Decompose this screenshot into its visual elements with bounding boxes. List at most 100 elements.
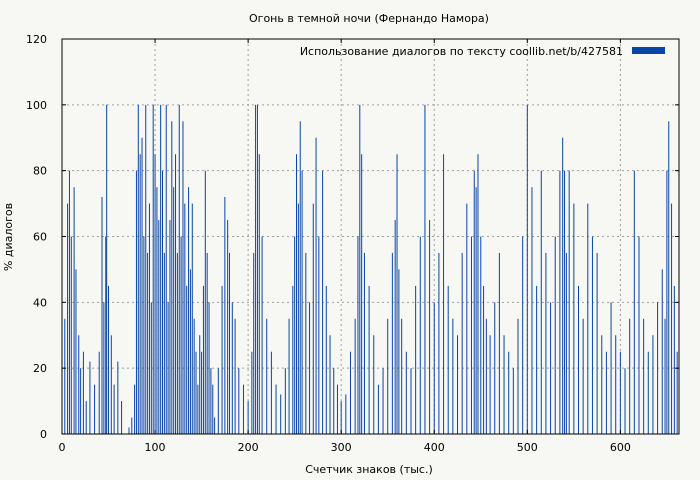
bar [258, 154, 260, 435]
bar [184, 203, 186, 434]
bar [206, 252, 208, 434]
x-tick-label: 100 [145, 441, 166, 454]
bar [231, 302, 233, 434]
plot-frame [61, 38, 680, 435]
bar [275, 384, 277, 434]
bar [89, 361, 91, 434]
y-tick-label: 60 [33, 231, 47, 244]
bar [573, 203, 575, 434]
bar [182, 121, 184, 435]
bar [145, 104, 147, 434]
bar [322, 170, 324, 434]
bar [204, 170, 206, 434]
bar [568, 170, 570, 434]
bar [150, 302, 152, 434]
bar [94, 384, 96, 434]
x-tick-label: 0 [59, 441, 66, 454]
bar [193, 318, 195, 434]
bar [373, 335, 375, 434]
bar [105, 236, 107, 434]
bar [210, 368, 212, 434]
bar [301, 170, 303, 434]
bar [349, 351, 351, 434]
bar [564, 170, 566, 434]
bar [229, 252, 231, 434]
bar [266, 318, 268, 434]
bar [536, 285, 538, 434]
bar [163, 252, 165, 434]
bar [498, 252, 500, 434]
bar [652, 335, 654, 434]
bar [85, 401, 87, 434]
bar [329, 335, 331, 434]
bar [160, 104, 162, 434]
legend-label: Использование диалогов по тексту coollib… [300, 45, 623, 58]
bar [475, 187, 477, 434]
bar [78, 335, 80, 434]
bar [368, 285, 370, 434]
bar [591, 236, 593, 434]
bar [137, 104, 139, 434]
bar [299, 121, 301, 435]
bar [113, 384, 115, 434]
bar [208, 302, 210, 434]
bar [212, 384, 214, 434]
bar [550, 302, 552, 434]
bar [294, 236, 296, 434]
bar [615, 335, 617, 434]
bar [176, 252, 178, 434]
bar [224, 197, 226, 434]
bar [522, 236, 524, 434]
bar [143, 236, 145, 434]
bar [180, 236, 182, 434]
bar [410, 368, 412, 434]
bar [398, 269, 400, 434]
bar [668, 121, 670, 435]
bar [457, 335, 459, 434]
bar [169, 220, 171, 434]
y-tick-label: 120 [26, 33, 47, 46]
bar [477, 154, 479, 435]
bar [480, 236, 482, 434]
bar [247, 401, 249, 434]
bar [305, 252, 307, 434]
bar [531, 187, 533, 434]
bar [178, 104, 180, 434]
bar [396, 154, 398, 435]
bar [671, 203, 673, 434]
bar [596, 252, 598, 434]
bar [582, 318, 584, 434]
bar [638, 236, 640, 434]
bar [438, 252, 440, 434]
bar [251, 351, 253, 434]
bar [554, 236, 556, 434]
bar [152, 104, 154, 434]
bar [221, 285, 223, 434]
x-tick-label: 600 [610, 441, 631, 454]
bar [512, 368, 514, 434]
bar [103, 302, 105, 434]
bar [101, 197, 103, 434]
bar [661, 269, 663, 434]
x-tick-label: 500 [517, 441, 538, 454]
x-tick-label: 200 [238, 441, 259, 454]
bar [562, 137, 564, 434]
bar [676, 351, 678, 434]
bar [601, 335, 603, 434]
y-tick-label: 40 [33, 296, 47, 309]
bar [154, 154, 156, 435]
bar [162, 170, 164, 434]
bar [156, 187, 158, 434]
bar [647, 351, 649, 434]
bar [73, 187, 75, 434]
bar [629, 318, 631, 434]
x-axis-label: Счетчик знаков (тыс.) [305, 463, 433, 476]
bar [565, 252, 567, 434]
bar [108, 285, 110, 434]
bar [470, 236, 472, 434]
bar [345, 394, 347, 434]
bar [315, 137, 317, 434]
bar [297, 203, 299, 434]
bar [483, 285, 485, 434]
bar [610, 302, 612, 434]
